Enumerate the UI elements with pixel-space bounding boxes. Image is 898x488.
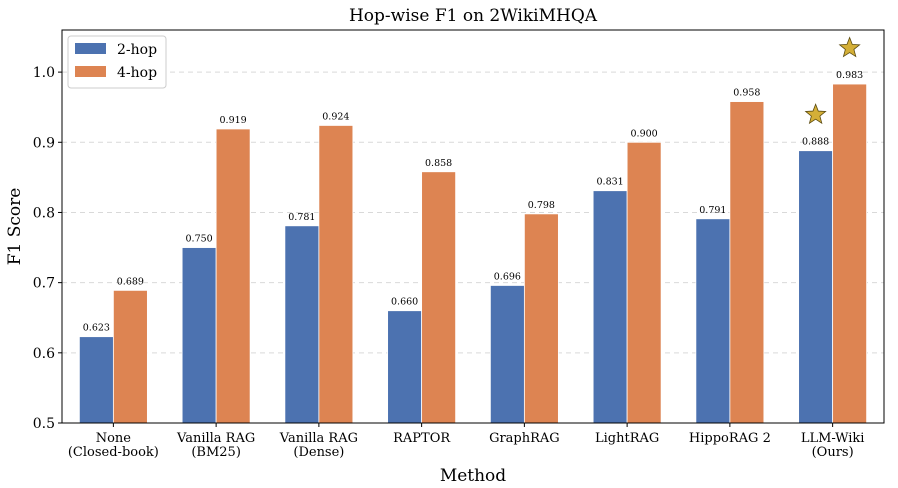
y-axis-ticks: 0.5 0.6 0.7 0.8 0.9 1.0 [33, 65, 62, 432]
bar-4-hop [832, 83, 868, 424]
bar-2-hop [798, 150, 834, 424]
legend: 2-hop 4-hop [67, 35, 167, 89]
data-label: 0.958 [733, 88, 760, 99]
bars [78, 83, 868, 424]
bar-2-hop [695, 218, 731, 424]
y-tick-label: 0.9 [33, 135, 55, 151]
data-label: 0.791 [699, 205, 726, 216]
legend-swatch [75, 43, 106, 54]
data-label: 0.623 [83, 323, 110, 334]
data-label: 0.983 [836, 70, 863, 81]
bar-4-hop [215, 128, 251, 424]
x-tick-label: LightRAG [595, 431, 659, 446]
y-tick-label: 0.6 [33, 346, 55, 362]
highlight-stars [804, 36, 861, 125]
x-tick-label: (BM25) [191, 445, 241, 460]
data-label: 0.888 [802, 137, 829, 148]
bar-4-hop [112, 289, 148, 424]
y-tick-label: 0.7 [33, 276, 55, 292]
legend-label: 2-hop [117, 42, 157, 58]
plot-frame [61, 29, 885, 424]
star-icon [838, 36, 861, 58]
data-labels: 0.623 0.689 0.750 0.919 0.781 0.924 0.660 0.858… [83, 70, 863, 334]
legend-swatch [75, 66, 106, 77]
bar-4-hop [729, 101, 765, 424]
x-axis-ticks: None(Closed-book)Vanilla RAG(BM25)Vanill… [68, 423, 865, 460]
data-label: 0.696 [494, 271, 521, 282]
y-tick-label: 0.5 [33, 416, 55, 432]
bar-2-hop [592, 190, 628, 424]
legend-label: 4-hop [117, 65, 157, 81]
y-tick-label: 0.8 [33, 205, 55, 221]
x-tick-label: Vanilla RAG [176, 431, 255, 446]
data-label: 0.858 [425, 158, 452, 169]
data-label: 0.924 [322, 111, 349, 122]
y-tick-label: 1.0 [33, 65, 55, 81]
x-tick-label: Vanilla RAG [279, 431, 358, 446]
star-icon [804, 103, 827, 125]
y-axis-label: F1 Score [5, 188, 25, 266]
data-label: 0.660 [391, 297, 418, 308]
data-label: 0.798 [528, 200, 555, 211]
data-label: 0.919 [220, 115, 247, 126]
bar-4-hop [523, 213, 559, 424]
bar-2-hop [78, 336, 114, 424]
x-tick-label: None [96, 431, 132, 446]
x-axis-label: Method [440, 466, 506, 486]
x-tick-label: (Closed-book) [68, 445, 159, 460]
data-label: 0.781 [288, 212, 315, 223]
bar-4-hop [626, 141, 662, 424]
x-tick-label: LLM-Wiki [801, 431, 865, 446]
x-tick-label: RAPTOR [393, 431, 451, 446]
bar-2-hop [284, 225, 320, 424]
data-label: 0.900 [631, 128, 658, 139]
chart-title: Hop-wise F1 on 2WikiMHQA [349, 6, 598, 26]
x-tick-label: GraphRAG [489, 431, 560, 446]
bar-2-hop [489, 285, 525, 424]
bar-4-hop [421, 171, 457, 424]
bar-4-hop [318, 125, 354, 424]
bar-2-hop [181, 247, 217, 424]
x-tick-label: (Dense) [293, 445, 344, 460]
x-tick-label: (Ours) [812, 445, 854, 460]
x-tick-label: HippoRAG 2 [689, 431, 771, 446]
bar-2-hop [387, 310, 423, 424]
data-label: 0.750 [186, 234, 213, 245]
data-label: 0.689 [117, 276, 144, 287]
data-label: 0.831 [597, 177, 624, 188]
